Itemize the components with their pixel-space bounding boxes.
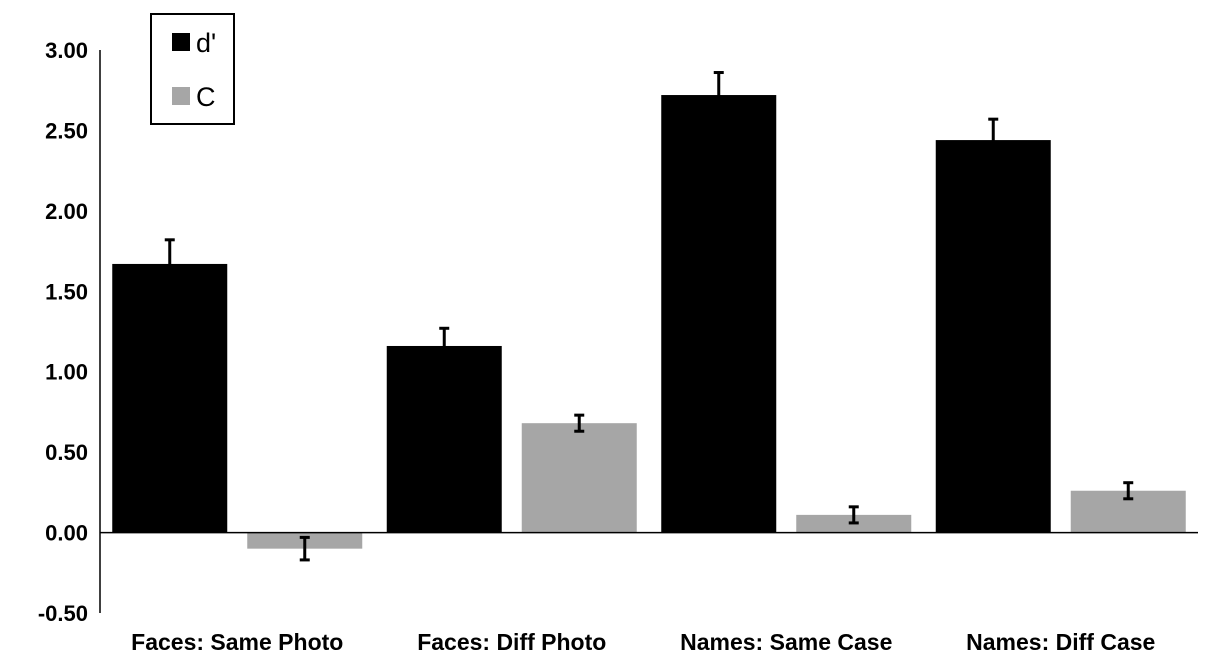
y-tick-label: 1.00 (45, 360, 88, 385)
error-bar-d-faces-same-photo (164, 238, 175, 289)
error-bar-c-names-same-case (848, 505, 859, 525)
bar-d-faces-same-photo (112, 263, 228, 533)
y-tick-label: 2.50 (45, 118, 88, 143)
legend-label-c: C (196, 82, 216, 112)
legend-swatch-d-prime (172, 33, 190, 51)
y-tick-label: 2.00 (45, 199, 88, 224)
error-bars-layer (164, 71, 1134, 562)
legend-label-d-prime: d' (196, 28, 216, 58)
error-bar-c-names-diff-case (1123, 481, 1134, 501)
bar-d-names-diff-case (935, 140, 1051, 533)
x-category-label-faces-diff-photo: Faces: Diff Photo (417, 629, 606, 655)
bar-c-faces-diff-photo (521, 423, 637, 533)
x-category-label-faces-same-photo: Faces: Same Photo (131, 629, 343, 655)
bars-layer (112, 95, 1186, 549)
error-bar-d-faces-diff-photo (439, 326, 450, 364)
error-bar-c-faces-diff-photo (574, 413, 585, 433)
legend-swatch-c (172, 87, 190, 105)
error-bar-d-names-diff-case (988, 117, 999, 161)
y-tick-label: 0.00 (45, 521, 88, 546)
y-tick-label: -0.50 (38, 601, 88, 626)
x-category-label-names-diff-case: Names: Diff Case (966, 629, 1155, 655)
legend-box (150, 13, 235, 125)
error-bar-c-faces-same-photo (299, 535, 310, 562)
y-tick-label: 3.00 (45, 38, 88, 63)
y-tick-label: 0.50 (45, 440, 88, 465)
y-tick-labels: 3.00 2.50 2.00 1.50 1.00 0.50 0.00 -0.50 (38, 38, 88, 626)
bar-d-faces-diff-photo (386, 345, 502, 533)
error-bar-d-names-same-case (713, 71, 724, 118)
x-category-label-names-same-case: Names: Same Case (680, 629, 892, 655)
axes-layer (99, 50, 1198, 613)
y-tick-label: 1.50 (45, 279, 88, 304)
bar-d-names-same-case (661, 95, 777, 533)
legend: d' C (150, 13, 235, 125)
x-category-labels: Faces: Same Photo Faces: Diff Photo Names:… (131, 629, 1155, 655)
